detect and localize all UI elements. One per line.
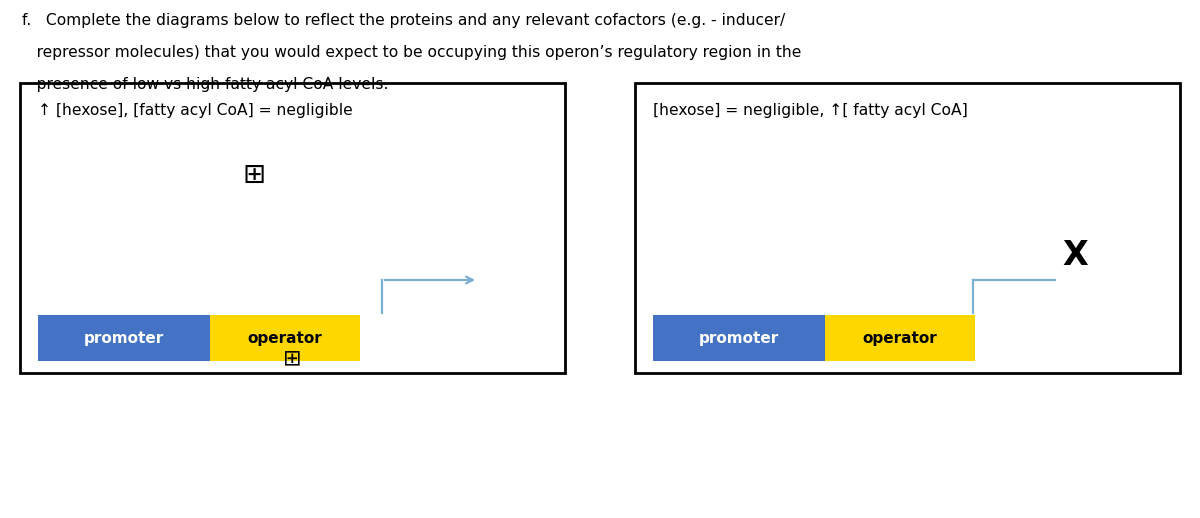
FancyBboxPatch shape [826, 315, 974, 361]
Text: [hexose] = negligible, ↑[ fatty acyl CoA]: [hexose] = negligible, ↑[ fatty acyl CoA… [653, 103, 967, 118]
FancyBboxPatch shape [38, 315, 210, 361]
Text: operator: operator [247, 330, 323, 346]
FancyBboxPatch shape [20, 83, 565, 373]
Text: presence of low vs high fatty acyl CoA levels.: presence of low vs high fatty acyl CoA l… [22, 77, 389, 92]
Text: promoter: promoter [698, 330, 779, 346]
Text: promoter: promoter [84, 330, 164, 346]
Text: ↑ [hexose], [fatty acyl CoA] = negligible: ↑ [hexose], [fatty acyl CoA] = negligibl… [38, 103, 353, 118]
Text: ⊞: ⊞ [242, 161, 266, 189]
Text: ⊞: ⊞ [283, 349, 302, 369]
Text: X: X [1062, 239, 1088, 272]
Text: operator: operator [863, 330, 937, 346]
Text: repressor molecules) that you would expect to be occupying this operon’s regulat: repressor molecules) that you would expe… [22, 45, 802, 60]
FancyBboxPatch shape [210, 315, 360, 361]
FancyBboxPatch shape [653, 315, 826, 361]
Text: f.   Complete the diagrams below to reflect the proteins and any relevant cofact: f. Complete the diagrams below to reflec… [22, 13, 785, 28]
FancyBboxPatch shape [635, 83, 1180, 373]
